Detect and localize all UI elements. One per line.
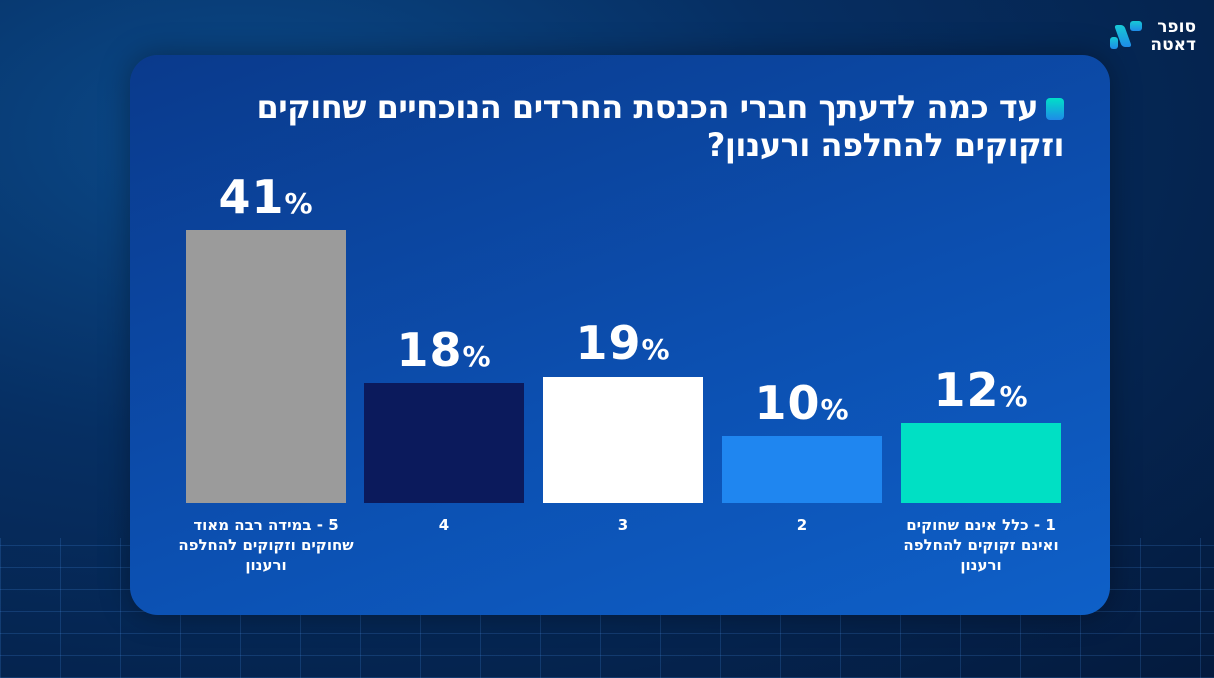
logo-line1: סופר — [1157, 17, 1196, 37]
logo-line2: דאטה — [1150, 35, 1196, 55]
bar-12 — [901, 423, 1061, 503]
data-label-unit: % — [641, 333, 671, 367]
title-marker-icon — [1046, 98, 1064, 120]
data-label-unit: % — [284, 187, 314, 220]
data-label-unit: % — [999, 380, 1029, 414]
data-label: 10% — [722, 376, 882, 430]
data-label-value: 41 — [218, 170, 285, 224]
data-label: 12% — [901, 363, 1061, 417]
data-label-value: 12 — [933, 363, 1000, 418]
category-label: 4 — [438, 516, 450, 534]
category-label: 2 — [796, 516, 808, 534]
data-label-value: 19 — [575, 316, 642, 371]
data-label-unit: % — [820, 393, 850, 427]
category-label: 3 — [617, 516, 629, 534]
bar-41 — [186, 230, 346, 503]
data-label-value: 18 — [396, 323, 463, 378]
chart-title-block: עד כמה לדעתך חברי הכנסת החרדים הנוכחיים … — [244, 88, 1064, 164]
data-label-unit: % — [462, 340, 492, 374]
bar-10 — [722, 436, 882, 503]
chart-title: עד כמה לדעתך חברי הכנסת החרדים הנוכחיים … — [256, 88, 1064, 164]
category-label: 1 - כלל אינם שחוקים ואינם זקוקים להחלפה … — [903, 516, 1059, 574]
bar-18 — [364, 383, 524, 503]
data-label: 19% — [543, 316, 703, 370]
bar-19 — [543, 376, 703, 503]
data-label: 41% — [186, 170, 346, 224]
data-label: 18% — [364, 323, 524, 377]
logo: סופר דאטה — [1110, 18, 1196, 54]
logo-mark-icon — [1110, 19, 1144, 53]
category-label: 5 - במידה רבה מאוד שחוקים וזקוקים להחלפה… — [178, 516, 354, 574]
data-label-value: 10 — [754, 376, 821, 431]
